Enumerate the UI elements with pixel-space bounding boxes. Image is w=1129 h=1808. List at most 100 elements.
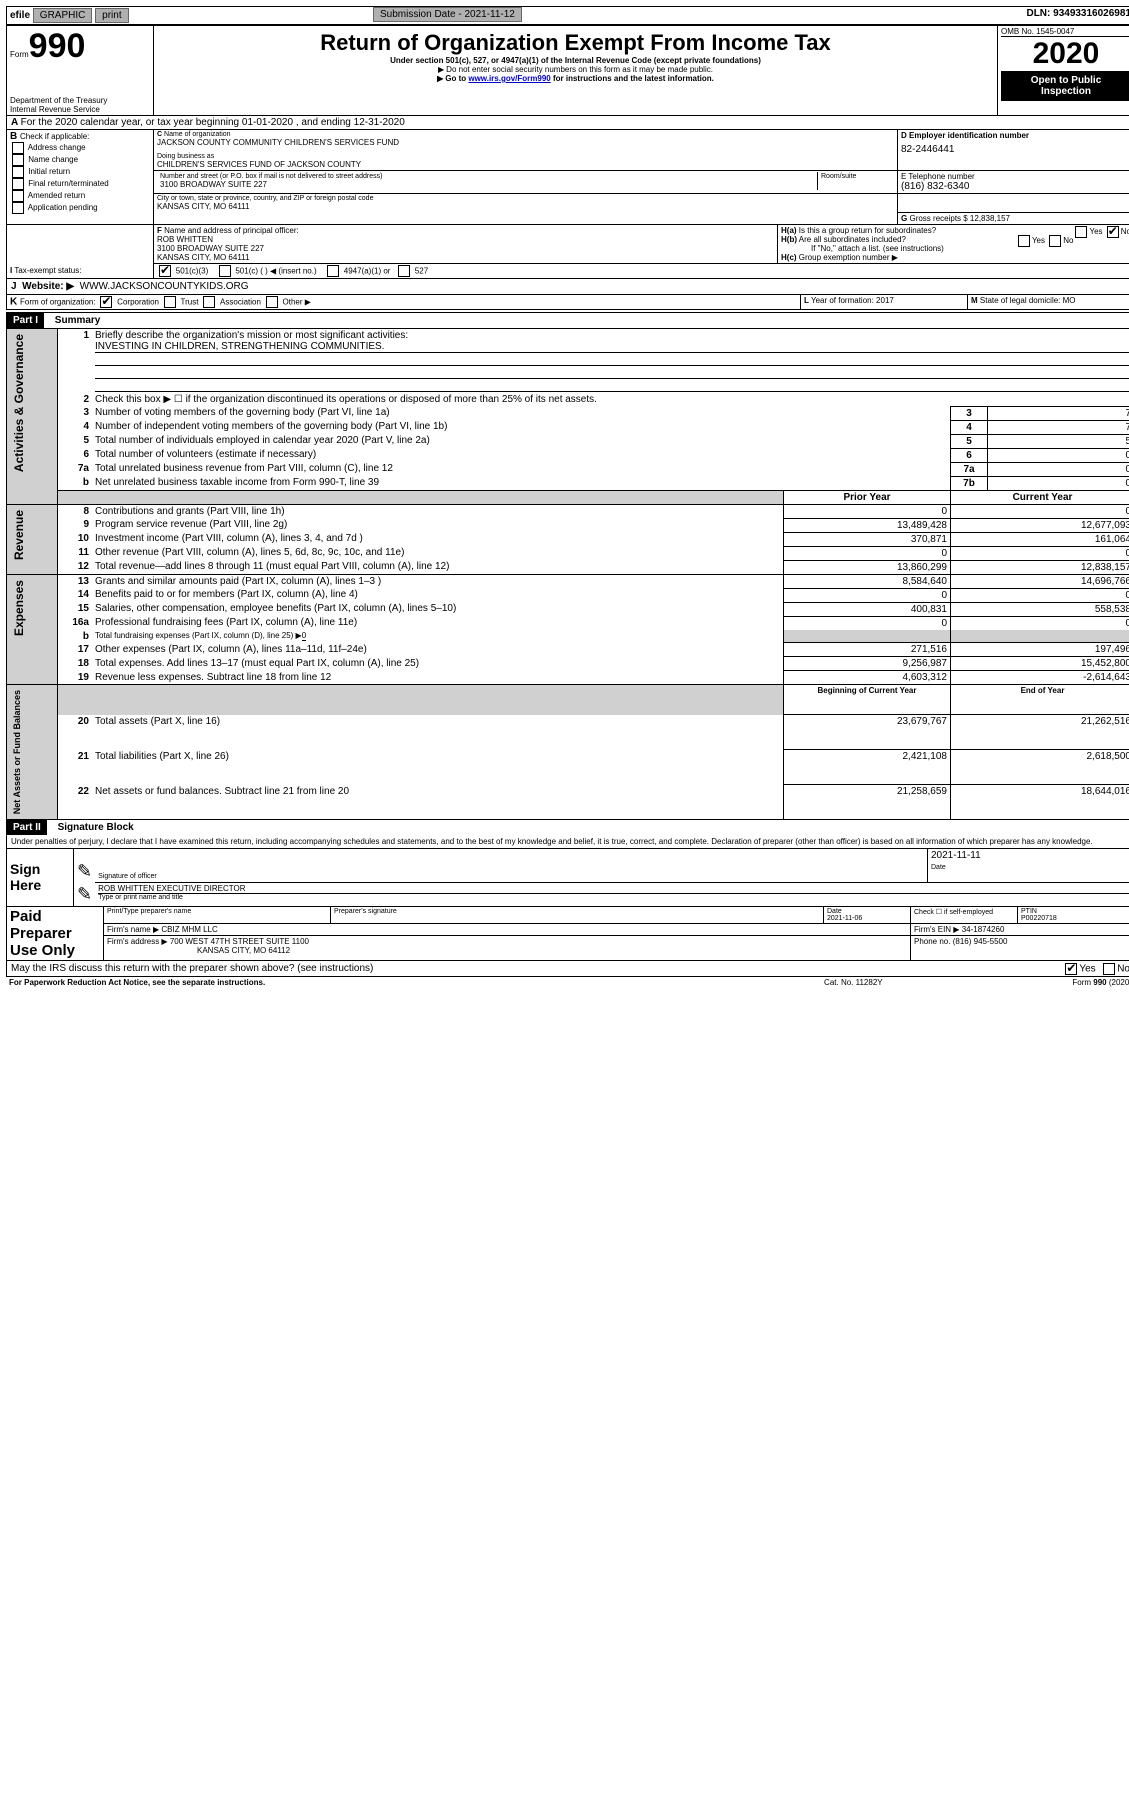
- tax-year-line: For the 2020 calendar year, or tax year …: [21, 117, 405, 128]
- tax-year: 2020: [1001, 37, 1129, 71]
- sig-date: 2021-11-11: [931, 850, 1129, 861]
- officer-h-block: I Tax-exempt status: F Name and address …: [6, 225, 1129, 279]
- pen-icon: ✎: [77, 884, 92, 904]
- discuss-no-checkbox[interactable]: [1103, 963, 1115, 975]
- l1-num: 1: [58, 329, 93, 393]
- form-subtitle: Under section 501(c), 527, or 4947(a)(1)…: [157, 56, 994, 65]
- row-ag-5: 5Total number of individuals employed in…: [7, 434, 1129, 448]
- officer-addr2: KANSAS CITY, MO 64111: [157, 253, 774, 262]
- officer-addr1: 3100 BROADWAY SUITE 227: [157, 244, 774, 253]
- part1-body: Activities & Governance 1 Briefly descri…: [6, 329, 1129, 821]
- part1-heading: Summary: [47, 315, 101, 326]
- firm-addr2: KANSAS CITY, MO 64112: [107, 946, 290, 955]
- col-eoy: End of Year: [951, 685, 1129, 715]
- ha-no-checkbox[interactable]: [1107, 226, 1119, 238]
- sign-here-label: Sign Here: [7, 849, 74, 907]
- l16b-num: b: [58, 630, 93, 643]
- hb-no-checkbox[interactable]: [1049, 235, 1061, 247]
- b-label: B: [10, 131, 17, 142]
- dln: DLN: 93493316026981: [809, 7, 1129, 25]
- assoc-checkbox[interactable]: [203, 296, 215, 308]
- note-ssn: Do not enter social security numbers on …: [157, 65, 994, 74]
- date-label: Date: [931, 864, 946, 871]
- initial-return-checkbox[interactable]: [12, 166, 24, 178]
- street-value: 3100 BROADWAY SUITE 227: [160, 180, 814, 189]
- officer-name: ROB WHITTEN: [157, 235, 774, 244]
- row-ag-6: 6Total number of volunteers (estimate if…: [7, 448, 1129, 462]
- name-change-checkbox[interactable]: [12, 154, 24, 166]
- irs-label: Internal Revenue Service: [10, 105, 150, 114]
- firm-addr1: 700 WEST 47TH STREET SUITE 1100: [170, 937, 309, 946]
- l2-text: Check this box ▶ ☐ if the organization d…: [92, 393, 1129, 407]
- col-print: Print/Type preparer's name: [104, 907, 331, 924]
- open-public: Open to Public: [1031, 75, 1102, 86]
- col-current: Current Year: [951, 490, 1129, 504]
- tax-exempt-label: Tax-exempt status:: [14, 266, 81, 275]
- discuss-text: May the IRS discuss this return with the…: [11, 963, 373, 974]
- org-info-block: B Check if applicable: Address change Na…: [6, 130, 1129, 225]
- corp-checkbox[interactable]: [100, 296, 112, 308]
- b-check-label: Check if applicable:: [20, 132, 89, 141]
- part2-tab: Part II: [7, 820, 47, 835]
- hb-note: If "No," attach a list. (see instruction…: [781, 244, 1129, 253]
- part2-heading: Signature Block: [50, 822, 134, 833]
- hb-yes-checkbox[interactable]: [1018, 235, 1030, 247]
- state-domicile: State of legal domicile: MO: [980, 296, 1076, 305]
- application-pending-checkbox[interactable]: [12, 202, 24, 214]
- row-ag-7a: 7aTotal unrelated business revenue from …: [7, 462, 1129, 476]
- form-label: Form: [10, 50, 29, 59]
- gross-receipts: Gross receipts $ 12,838,157: [909, 214, 1010, 223]
- phone-label: E Telephone number: [901, 172, 1129, 181]
- klm-block: K Form of organization: Corporation Trus…: [6, 295, 1129, 310]
- side-na: Net Assets or Fund Balances: [10, 686, 24, 818]
- ptin-value: P00220718: [1021, 915, 1057, 922]
- l1-value: INVESTING IN CHILDREN, STRENGTHENING COM…: [95, 341, 1129, 353]
- firm-phone: (816) 945-5500: [953, 937, 1008, 946]
- phone-value: (816) 832-6340: [901, 181, 1129, 192]
- dba-name: CHILDREN'S SERVICES FUND OF JACKSON COUN…: [157, 160, 894, 169]
- trust-checkbox[interactable]: [164, 296, 176, 308]
- firm-name: CBIZ MHM LLC: [161, 925, 217, 934]
- col-boy: Beginning of Current Year: [784, 685, 951, 715]
- ha-yes-checkbox[interactable]: [1075, 226, 1087, 238]
- 501c3-checkbox[interactable]: [159, 265, 171, 277]
- street-label: Number and street (or P.O. box if mail i…: [160, 173, 814, 180]
- graphic-button[interactable]: GRAPHIC: [33, 8, 93, 23]
- declaration-text: Under penalties of perjury, I declare th…: [6, 835, 1129, 848]
- footer: For Paperwork Reduction Act Notice, see …: [6, 977, 1129, 988]
- form-header: Form990 Department of the Treasury Inter…: [6, 25, 1129, 116]
- side-ag: Activities & Governance: [10, 330, 28, 476]
- 4947-checkbox[interactable]: [327, 265, 339, 277]
- website-value: WWW.JACKSONCOUNTYKIDS.ORG: [80, 281, 249, 292]
- side-exp: Expenses: [10, 576, 28, 640]
- paid-preparer-block: Paid Preparer Use Only Print/Type prepar…: [6, 907, 1129, 961]
- efile-label: efile GRAPHIC print: [7, 7, 373, 25]
- ein-value: 82-2446441: [901, 144, 1129, 155]
- final-return-checkbox[interactable]: [12, 178, 24, 190]
- instructions-link[interactable]: www.irs.gov/Form990: [468, 74, 550, 83]
- year-formation: Year of formation: 2017: [811, 296, 894, 305]
- print-button[interactable]: print: [95, 8, 128, 23]
- note-goto-post: for instructions and the latest informat…: [551, 74, 714, 83]
- sign-here-block: Sign Here ✎ Signature of officer 2021-11…: [6, 848, 1129, 907]
- discuss-yes-checkbox[interactable]: [1065, 963, 1077, 975]
- form-footer: Form 990 (2020): [946, 977, 1129, 988]
- inspection: Inspection: [1041, 86, 1091, 97]
- submission-date: Submission Date - 2021-11-12: [373, 7, 522, 22]
- room-label: Room/suite: [818, 172, 895, 190]
- officer-printed: ROB WHITTEN EXECUTIVE DIRECTOR: [98, 884, 1129, 893]
- officer-sub: Type or print name and title: [98, 893, 1129, 901]
- pen-icon: ✎: [77, 861, 92, 881]
- dba-label: Doing business as: [157, 153, 894, 160]
- amended-return-checkbox[interactable]: [12, 190, 24, 202]
- omb-number: OMB No. 1545-0047: [1001, 27, 1129, 37]
- 501c-checkbox[interactable]: [219, 265, 231, 277]
- address-change-checkbox[interactable]: [12, 142, 24, 154]
- row-ag-4: 4Number of independent voting members of…: [7, 420, 1129, 434]
- side-rev: Revenue: [10, 506, 28, 564]
- other-checkbox[interactable]: [266, 296, 278, 308]
- note-goto-pre: Go to: [445, 74, 468, 83]
- 527-checkbox[interactable]: [398, 265, 410, 277]
- l16b-val: 0: [302, 631, 306, 641]
- paid-preparer-label: Paid Preparer Use Only: [7, 907, 104, 961]
